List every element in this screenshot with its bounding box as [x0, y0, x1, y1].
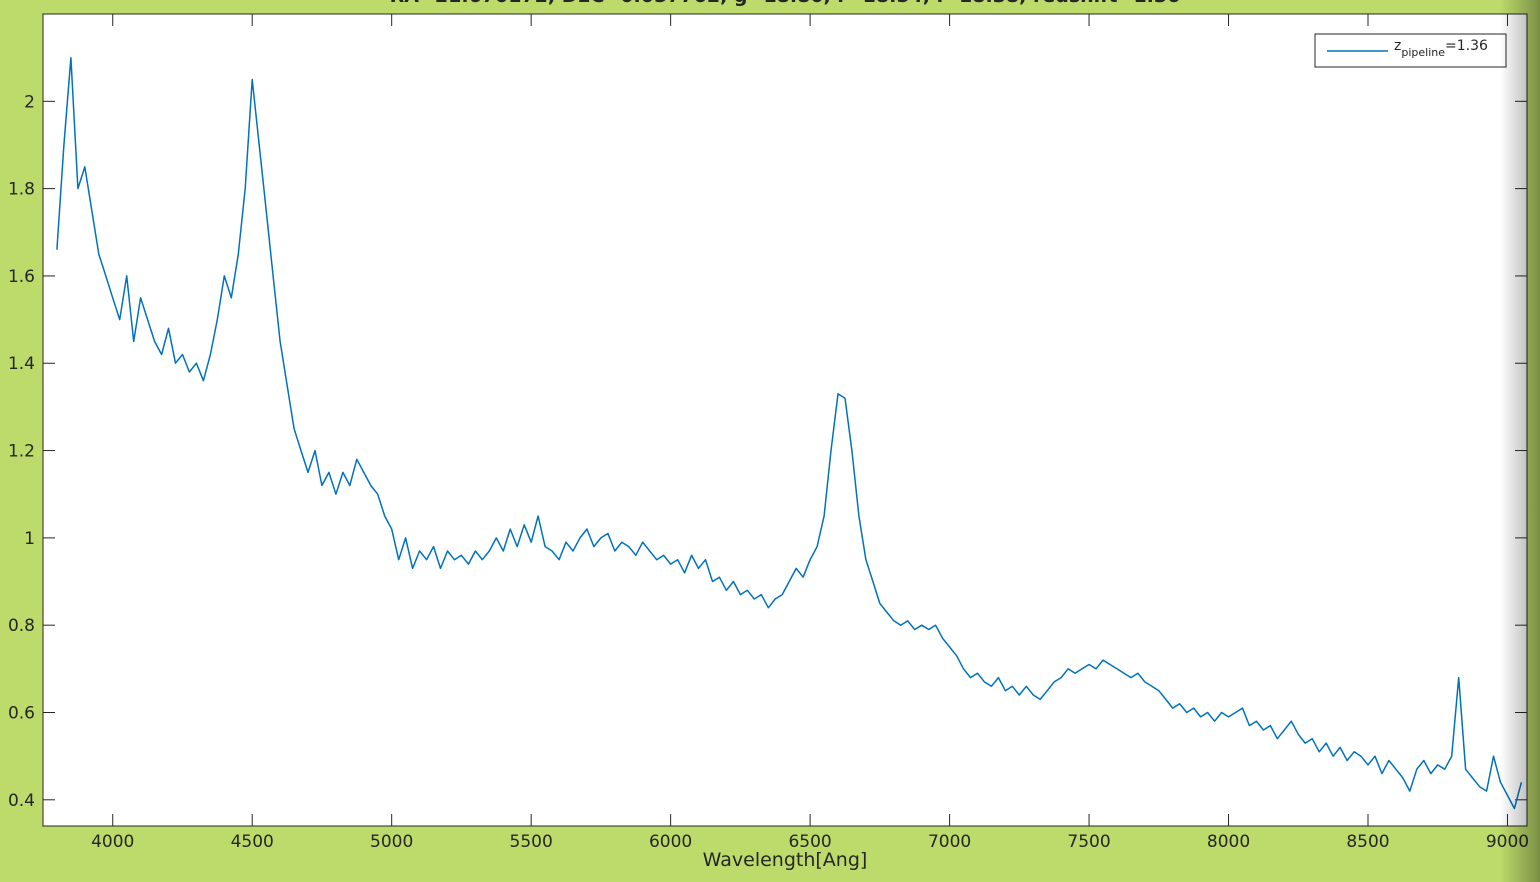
legend-label-suffix: =1.36 [1445, 38, 1488, 54]
x-tick-label: 6500 [788, 832, 831, 852]
y-tick-label: 1 [24, 529, 35, 549]
spectrum-line [56, 56, 1523, 810]
y-tick-label: 1.2 [8, 442, 35, 462]
y-tick-label: 0.4 [8, 791, 35, 811]
y-tick-label: 0.8 [8, 616, 35, 636]
x-tick-label: 8500 [1346, 832, 1389, 852]
x-axis-label: Wavelength[Ang] [703, 849, 868, 871]
x-tick-label: 7000 [928, 832, 971, 852]
y-tick-label: 1.6 [8, 267, 35, 287]
legend-label-main: z [1394, 38, 1401, 54]
x-tick-label: 6000 [649, 832, 692, 852]
y-tick-label: 1.4 [8, 354, 35, 374]
x-tick-label: 4000 [91, 832, 134, 852]
legend-label: zpipeline=1.36 [1394, 38, 1488, 59]
chart-title: RA=21.670172, DEC=0.057762, g=18.80, r=1… [390, 0, 1181, 7]
x-tick-label: 5000 [370, 832, 413, 852]
y-tick-label: 1.8 [8, 180, 35, 200]
y-tick-label: 0.6 [8, 703, 35, 723]
legend-label-subscript: pipeline [1401, 46, 1445, 59]
plot-area [43, 14, 1527, 826]
x-tick-label: 4500 [231, 832, 274, 852]
x-tick-label: 7500 [1067, 832, 1110, 852]
y-tick-label: 2 [24, 92, 35, 112]
edge-shade [1500, 0, 1540, 882]
legend: zpipeline=1.36 [1314, 33, 1507, 68]
x-tick-label: 8000 [1207, 832, 1250, 852]
x-tick-label: 5500 [510, 832, 553, 852]
